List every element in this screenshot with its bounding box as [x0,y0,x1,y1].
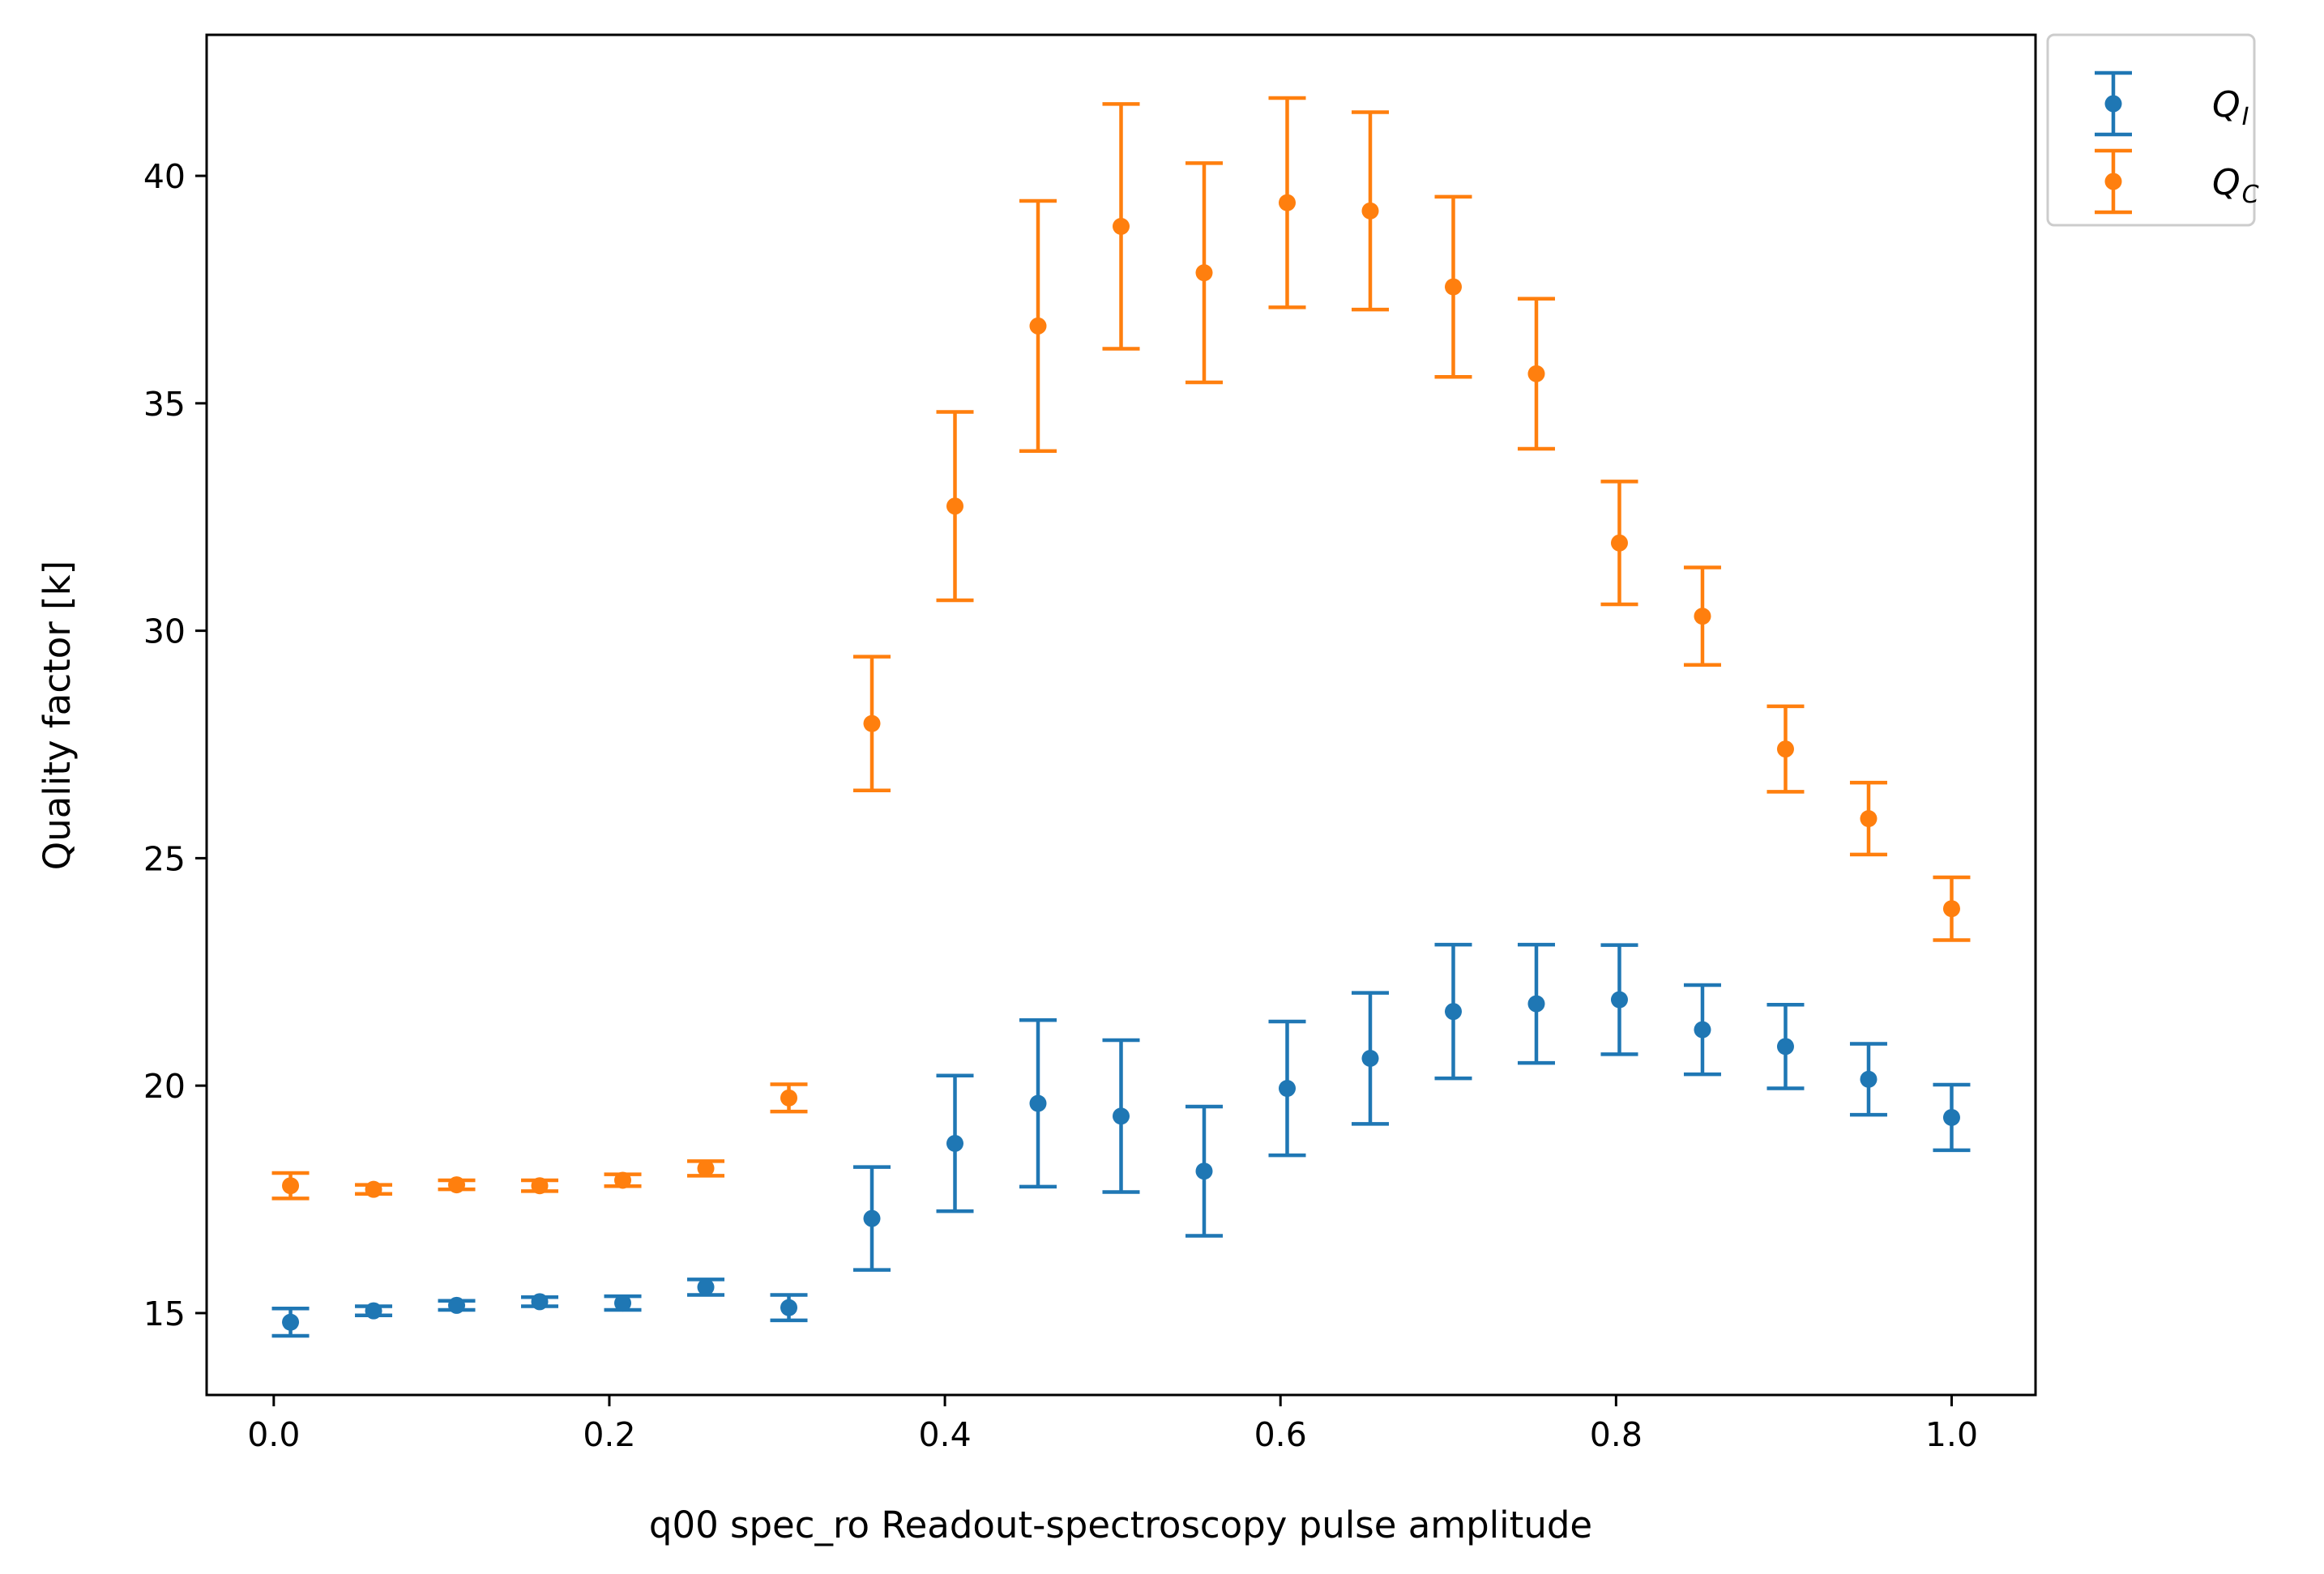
data-point [1195,264,1213,282]
data-point [1610,534,1628,552]
x-tick-label: 1.0 [1925,1415,1978,1454]
data-point [1113,217,1130,235]
data-point [1527,365,1545,382]
series-I [271,942,1971,1338]
data-point [1776,740,1794,758]
data-point [448,1176,466,1194]
data-point [697,1159,715,1177]
y-axis: 15 20 25 30 35 40 [143,157,207,1333]
data-point [1776,1038,1794,1056]
x-axis-label: q00 spec_ro Readout-spectroscopy pulse a… [649,1504,1592,1546]
data-point [1860,1070,1878,1088]
data-point [697,1278,715,1296]
data-point [1029,317,1047,335]
y-tick-label: 30 [143,612,186,651]
y-axis-label: Quality factor [k] [36,561,79,870]
data-point [780,1299,798,1316]
data-point [1113,1107,1130,1125]
y-tick-label: 20 [143,1067,186,1106]
x-tick-label: 0.2 [583,1415,635,1454]
data-point [365,1180,382,1198]
plot-frame [205,33,2037,1397]
x-tick-label: 0.0 [247,1415,300,1454]
legend-marker [2104,95,2122,113]
data-point [1694,608,1711,625]
data-point [1029,1094,1047,1112]
data-point [614,1295,632,1312]
data-point [531,1293,549,1311]
data-point [863,1209,881,1227]
data-point [1527,995,1545,1013]
legend-label-subscript: C [2242,181,2259,209]
data-point [1444,1003,1462,1021]
data-point [282,1313,300,1331]
legend-frame [2046,33,2256,227]
legend-label: QC [2212,162,2259,209]
data-point [448,1296,466,1314]
data-point [1860,810,1878,828]
data-point [531,1177,549,1195]
data-point [863,714,881,732]
data-point [614,1171,632,1189]
data-point [282,1177,300,1195]
legend-label-subscript: I [2242,103,2249,131]
data-point [780,1089,798,1107]
legend-label: QI [2212,84,2249,131]
data-point [1610,991,1628,1009]
data-point [1278,194,1296,211]
y-tick-label: 40 [143,157,186,196]
x-axis: 0.0 0.2 0.4 0.6 0.8 1.0 [247,1395,1978,1454]
data-point [1694,1021,1711,1039]
data-point [1361,202,1379,220]
legend-label-main: Q [2212,162,2241,203]
data-point [946,497,964,515]
data-point [1195,1162,1213,1180]
y-tick-label: 15 [143,1295,186,1333]
data-point [365,1302,382,1320]
x-tick-label: 0.4 [918,1415,971,1454]
x-tick-label: 0.8 [1590,1415,1643,1454]
y-tick-label: 35 [143,385,186,424]
data-point [1942,900,1960,918]
y-tick-label: 25 [143,839,186,878]
data-point [1361,1049,1379,1067]
data-point [1278,1080,1296,1098]
data-point [1942,1108,1960,1126]
data-point [946,1134,964,1152]
legend-marker [2104,173,2122,190]
series-C [271,96,1971,1201]
data-point [1444,278,1462,296]
series-layer [271,96,1971,1338]
legend-label-main: Q [2212,84,2241,126]
x-tick-label: 0.6 [1254,1415,1307,1454]
